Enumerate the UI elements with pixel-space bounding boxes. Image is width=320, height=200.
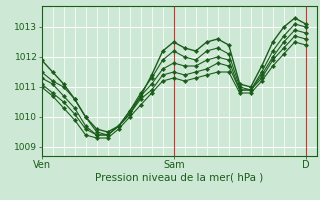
- X-axis label: Pression niveau de la mer( hPa ): Pression niveau de la mer( hPa ): [95, 173, 263, 183]
